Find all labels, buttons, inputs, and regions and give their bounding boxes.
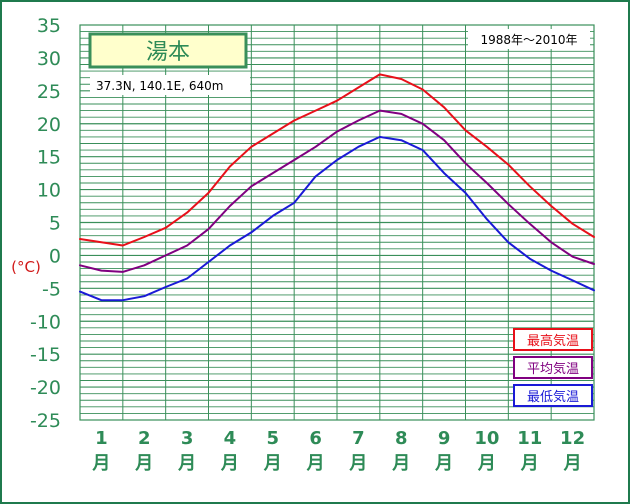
x-tick-label-month: 8 [395,428,408,449]
y-tick-label: 25 [37,81,61,103]
location-bg [90,75,250,95]
y-tick-label: 35 [37,15,61,37]
legend-box-min [513,384,593,407]
vertical-gridlines [122,25,552,420]
x-tick-label-unit: 月 [220,453,239,474]
y-tick-label: -20 [30,377,61,399]
x-tick-label-unit: 月 [563,453,582,474]
y-tick-label: -10 [30,311,61,333]
legend: 最高気温 平均気温 最低気温 [513,328,593,407]
line-mean-temp [79,109,595,273]
series-lines [79,73,595,302]
period-bg [468,29,590,49]
y-tick-label: 5 [49,213,61,235]
x-tick-label-unit: 月 [477,453,496,474]
x-tick-label-month: 3 [181,428,194,449]
x-tick-label-unit: 月 [177,453,196,474]
legend-label-max: 最高気温 [527,333,579,349]
legend-label-mean: 平均気温 [527,361,579,377]
x-axis-ticks: 1 月 2 月 3 月 4 月 5 月 6 月 7 月 8 月 9 月 10 月 11 月 12 月 [91,428,585,474]
x-tick-label-month: 10 [474,428,499,449]
y-tick-label: -25 [30,410,61,432]
x-tick-label-unit: 月 [434,453,453,474]
x-tick-label-unit: 月 [134,453,153,474]
plot-border [79,24,595,421]
location-text: 37.3N, 140.1E, 640m [96,79,223,93]
x-tick-label-month: 6 [309,428,322,449]
y-tick-label: 10 [37,180,61,202]
station-box: 湯本 [88,32,248,69]
legend-box-max [513,328,593,351]
line-max-temp [79,73,595,247]
y-tick-label: 30 [37,48,61,70]
x-tick-label-month: 9 [438,428,451,449]
x-tick-label-unit: 月 [91,453,110,474]
legend-label-min: 最低気温 [527,389,579,405]
x-tick-label-unit: 月 [391,453,410,474]
legend-box-mean [513,356,593,379]
line-min-temp [79,135,595,302]
x-tick-label-month: 1 [95,428,108,449]
y-axis-unit: (°C) [11,258,41,276]
y-tick-label: -15 [30,344,61,366]
y-tick-label: -5 [42,278,61,300]
x-tick-label-unit: 月 [263,453,282,474]
x-tick-label-unit: 月 [520,453,539,474]
x-tick-label-month: 2 [138,428,151,449]
x-tick-label-month: 4 [224,428,237,449]
x-tick-label-month: 12 [560,428,585,449]
x-tick-label-month: 5 [266,428,279,449]
y-tick-label: 20 [37,114,61,136]
x-tick-label-month: 7 [352,428,365,449]
station-box-frame [88,32,248,69]
y-axis-ticks: 35 30 25 20 15 10 5 0 -5 -10 -15 -20 -25 [30,15,61,432]
period-text: 1988年〜2010年 [480,33,577,47]
x-tick-label-unit: 月 [306,453,325,474]
station-name: 湯本 [146,40,190,65]
x-tick-label-month: 11 [517,428,542,449]
x-tick-label-unit: 月 [348,453,367,474]
y-tick-label: 15 [37,147,61,169]
y-tick-label: 0 [49,245,61,267]
